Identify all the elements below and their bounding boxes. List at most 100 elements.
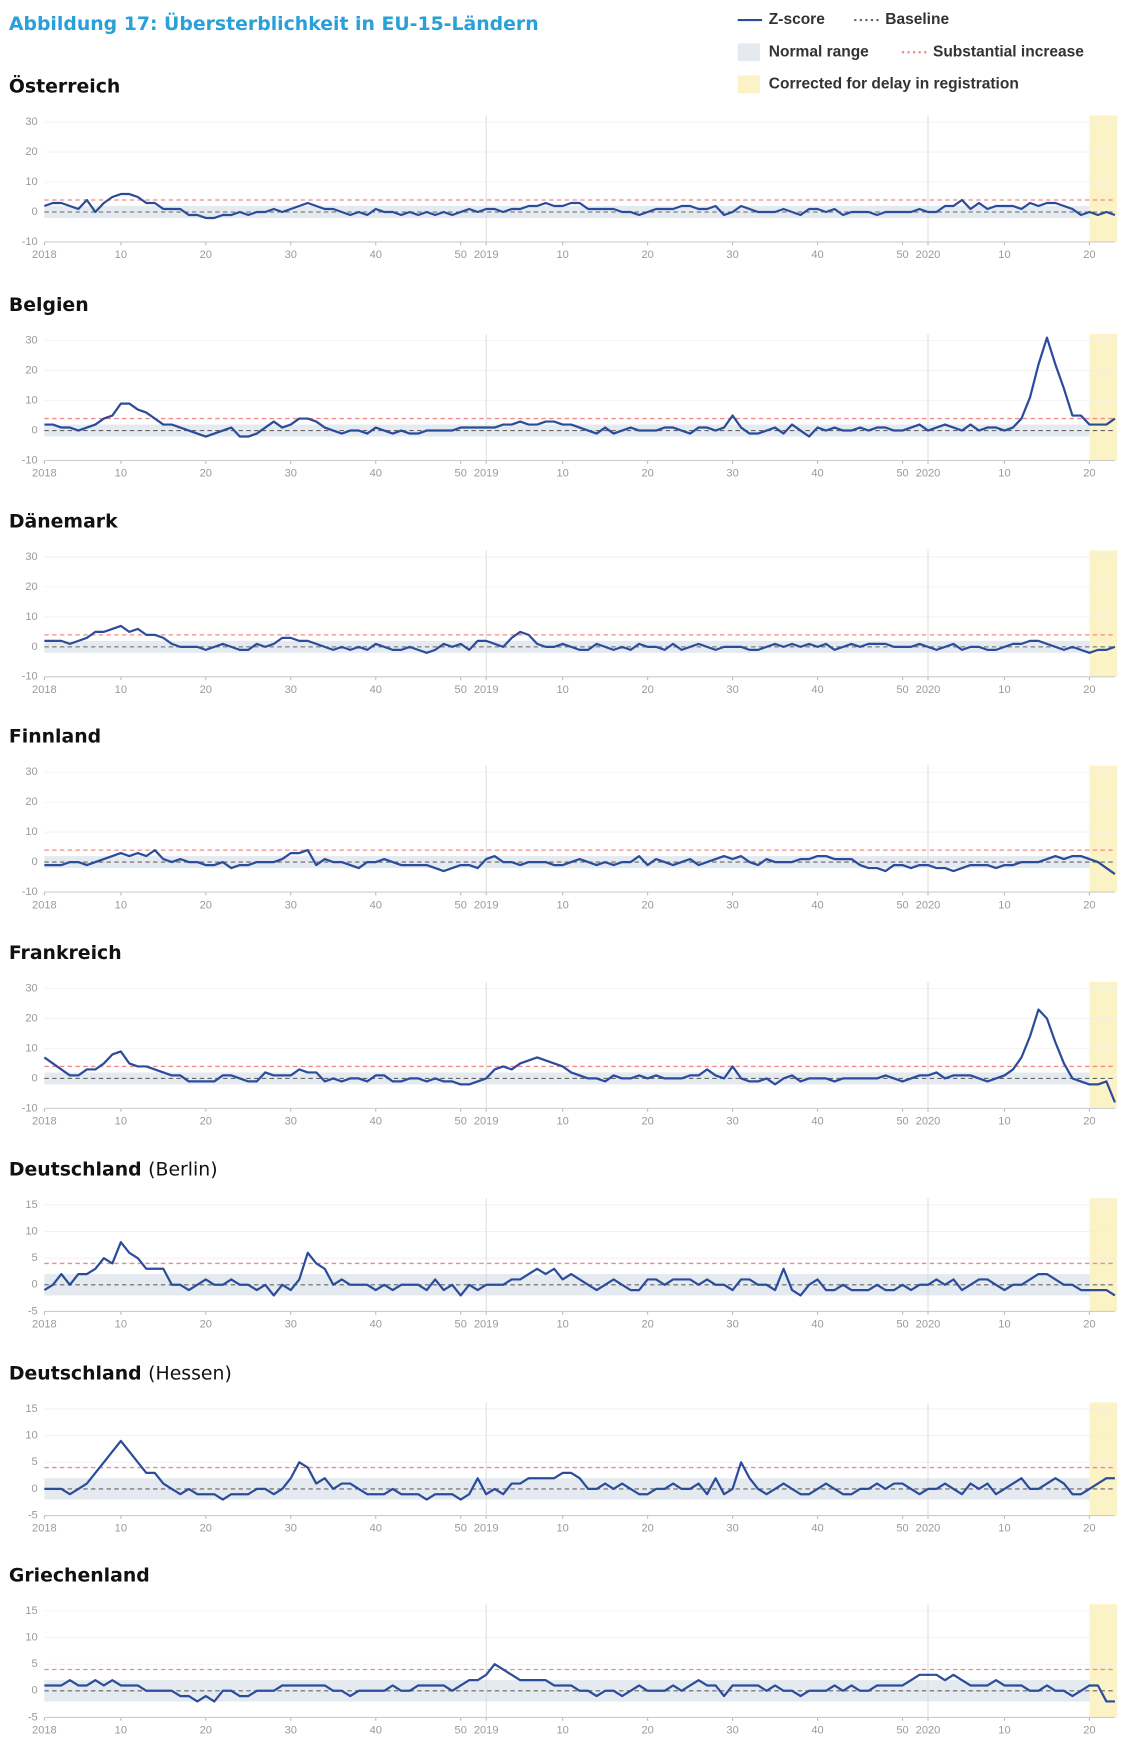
legend-swatch xyxy=(737,75,760,94)
y-tick-label: 15 xyxy=(25,1605,37,1617)
panel-subtitle: (Hessen) xyxy=(148,1363,232,1384)
z-score-line xyxy=(44,192,1116,220)
x-tick-label: 30 xyxy=(285,899,297,911)
x-tick-label: 30 xyxy=(285,1319,297,1331)
x-tick-label: 40 xyxy=(370,468,382,480)
x-tick-label: 20 xyxy=(641,1319,653,1331)
x-tick-label: 30 xyxy=(726,899,738,911)
x-tick-label: 50 xyxy=(896,1116,908,1128)
z-score-line xyxy=(44,336,1116,438)
z-score-line xyxy=(44,1663,1115,1703)
z-score-line xyxy=(44,1439,1115,1501)
x-tick-label: 30 xyxy=(726,1319,738,1331)
x-tick-label: 40 xyxy=(811,468,823,480)
panel-title: Finnland xyxy=(9,726,101,747)
x-tick-label: 10 xyxy=(556,1319,568,1331)
x-tick-label: 50 xyxy=(896,249,908,261)
x-tick-label: 20 xyxy=(641,1523,653,1535)
y-tick-label: -5 xyxy=(28,1711,38,1723)
y-tick-label: 5 xyxy=(32,1456,38,1468)
y-tick-label: 0 xyxy=(32,1072,38,1084)
x-tick-label: 20 xyxy=(1083,684,1095,696)
x-tick-label: 10 xyxy=(115,1523,127,1535)
y-tick-label: -5 xyxy=(28,1305,38,1317)
x-tick-label: 50 xyxy=(896,899,908,911)
x-tick-label: 2018 xyxy=(32,1725,57,1737)
x-tick-label: 20 xyxy=(1083,468,1095,480)
x-tick-label: 40 xyxy=(811,899,823,911)
x-tick-label: 20 xyxy=(641,1725,653,1737)
panel-title-main: Griechenland xyxy=(9,1565,150,1586)
z-score-line xyxy=(43,1008,1116,1103)
y-tick-label: 15 xyxy=(25,1403,37,1415)
x-tick-label: 50 xyxy=(455,1116,467,1128)
x-tick-label: 20 xyxy=(200,1319,212,1331)
x-tick-label: 30 xyxy=(726,249,738,261)
panel-title: Frankreich xyxy=(9,943,122,964)
x-tick-label: 40 xyxy=(370,1116,382,1128)
panel-title: Deutschland (Berlin) xyxy=(9,1159,218,1180)
legend-label: Baseline xyxy=(885,11,949,28)
x-tick-label: 20 xyxy=(641,468,653,480)
x-tick-label: 10 xyxy=(115,249,127,261)
x-tick-label: 20 xyxy=(641,684,653,696)
x-tick-label: 2020 xyxy=(916,1116,941,1128)
x-tick-label: 2020 xyxy=(916,684,941,696)
y-tick-label: -10 xyxy=(22,1102,38,1114)
y-tick-label: -5 xyxy=(28,1509,38,1521)
x-tick-label: 40 xyxy=(370,684,382,696)
x-tick-label: 20 xyxy=(1083,249,1095,261)
x-tick-label: 20 xyxy=(200,684,212,696)
x-tick-label: 10 xyxy=(556,249,568,261)
x-tick-label: 10 xyxy=(556,1523,568,1535)
panel: Österreich -10 0 10 20 30 2018 10 20 30 40 50 2019 10… xyxy=(9,73,1118,261)
y-tick-label: 30 xyxy=(25,551,37,563)
panel: Deutschland (Hessen) -5 0 5 10 15 2018 10 20 30 40… xyxy=(9,1363,1118,1535)
y-tick-label: -10 xyxy=(22,671,38,683)
x-tick-label: 50 xyxy=(455,1319,467,1331)
x-tick-label: 50 xyxy=(896,1523,908,1535)
y-tick-label: 20 xyxy=(25,146,37,158)
x-tick-label: 20 xyxy=(1083,1725,1095,1737)
panel-title: Deutschland (Hessen) xyxy=(9,1363,232,1384)
y-tick-label: 20 xyxy=(25,796,37,808)
x-tick-label: 20 xyxy=(641,899,653,911)
y-tick-label: 0 xyxy=(32,856,38,868)
delay-band xyxy=(1089,550,1118,677)
y-tick-label: -10 xyxy=(22,236,38,248)
x-tick-label: 30 xyxy=(285,684,297,696)
z-score-line xyxy=(44,848,1116,875)
x-tick-label: 10 xyxy=(998,1725,1010,1737)
y-tick-label: 0 xyxy=(32,1685,38,1697)
x-tick-label: 2019 xyxy=(474,684,499,696)
y-tick-label: 10 xyxy=(25,395,37,407)
delay-band xyxy=(1089,1198,1118,1312)
x-tick-label: 50 xyxy=(896,1319,908,1331)
x-tick-label: 10 xyxy=(556,899,568,911)
y-tick-label: 20 xyxy=(25,1012,37,1024)
x-tick-label: 2019 xyxy=(474,1116,499,1128)
delay-band xyxy=(1089,1604,1118,1718)
panel-title: Österreich xyxy=(9,73,120,97)
x-tick-label: 40 xyxy=(370,1319,382,1331)
x-tick-label: 10 xyxy=(115,899,127,911)
y-tick-label: 0 xyxy=(32,641,38,653)
x-tick-label: 2018 xyxy=(32,468,57,480)
x-tick-label: 40 xyxy=(370,1725,382,1737)
x-tick-label: 20 xyxy=(641,1116,653,1128)
x-tick-label: 50 xyxy=(455,1523,467,1535)
x-tick-label: 2018 xyxy=(32,1523,57,1535)
x-tick-label: 2018 xyxy=(32,1319,57,1331)
x-tick-label: 10 xyxy=(998,1116,1010,1128)
y-tick-label: 20 xyxy=(25,581,37,593)
x-tick-label: 2020 xyxy=(916,1725,941,1737)
x-tick-label: 30 xyxy=(726,468,738,480)
panel-title-main: Frankreich xyxy=(9,943,122,964)
x-tick-label: 10 xyxy=(115,1725,127,1737)
x-tick-label: 20 xyxy=(641,249,653,261)
x-tick-label: 10 xyxy=(998,899,1010,911)
x-tick-label: 30 xyxy=(285,468,297,480)
x-tick-label: 20 xyxy=(200,468,212,480)
panel: Deutschland (Berlin) -5 0 5 10 15 2018 10 20 30 40… xyxy=(9,1159,1118,1331)
x-tick-label: 10 xyxy=(556,684,568,696)
